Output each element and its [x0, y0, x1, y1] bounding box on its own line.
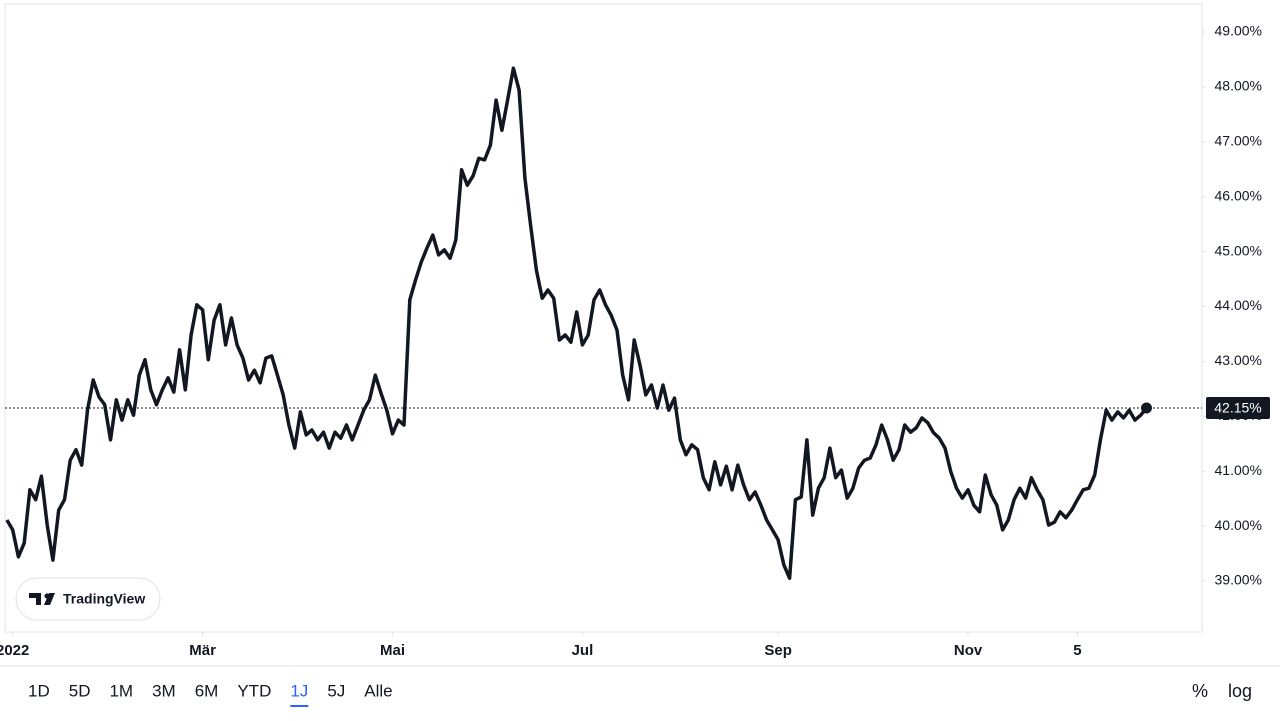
y-tick-label: 45.00% [1215, 242, 1262, 258]
x-tick-label: 5 [1073, 642, 1081, 659]
y-tick-label: 41.00% [1215, 462, 1262, 478]
logo-text: TradingView [63, 591, 145, 607]
range-button[interactable]: 1J [290, 681, 308, 700]
logo-dot [44, 593, 50, 599]
last-value-label: 42.15% [1214, 400, 1261, 416]
logo-badge[interactable]: TradingView [15, 577, 161, 621]
y-tick-label: 43.00% [1215, 352, 1262, 368]
range-button[interactable]: YTD [237, 681, 271, 700]
logo-frame [15, 577, 161, 621]
x-tick-label: 2022 [0, 642, 29, 659]
range-button[interactable]: 5D [69, 681, 91, 700]
y-tick-label: 40.00% [1215, 517, 1262, 533]
x-tick-label: Jul [572, 642, 594, 659]
last-value-box [1206, 397, 1270, 420]
range-button[interactable]: 6M [195, 681, 219, 700]
y-tick-label: 46.00% [1215, 187, 1262, 203]
y-tick-label: 39.00% [1215, 572, 1262, 588]
x-tick-label: Nov [954, 642, 983, 659]
y-tick-label: 47.00% [1215, 132, 1262, 148]
price-line [5, 66, 1148, 580]
scale-option[interactable]: log [1228, 681, 1252, 701]
x-tick-label: Sep [764, 642, 792, 659]
range-button[interactable]: 1D [28, 681, 50, 700]
x-tick-label: Mär [189, 642, 216, 659]
y-tick-label: 49.00% [1215, 23, 1262, 39]
plot-frame [4, 3, 1203, 633]
last-point [1140, 402, 1152, 414]
range-button[interactable]: 5J [327, 681, 345, 700]
x-tick-label: Mai [380, 642, 405, 659]
range-button[interactable]: 1M [109, 681, 133, 700]
scale-option[interactable]: % [1192, 681, 1208, 701]
range-button[interactable]: Alle [364, 681, 392, 700]
y-tick-label: 48.00% [1215, 78, 1262, 94]
range-button[interactable]: 3M [152, 681, 176, 700]
y-tick-label: 44.00% [1215, 297, 1262, 313]
